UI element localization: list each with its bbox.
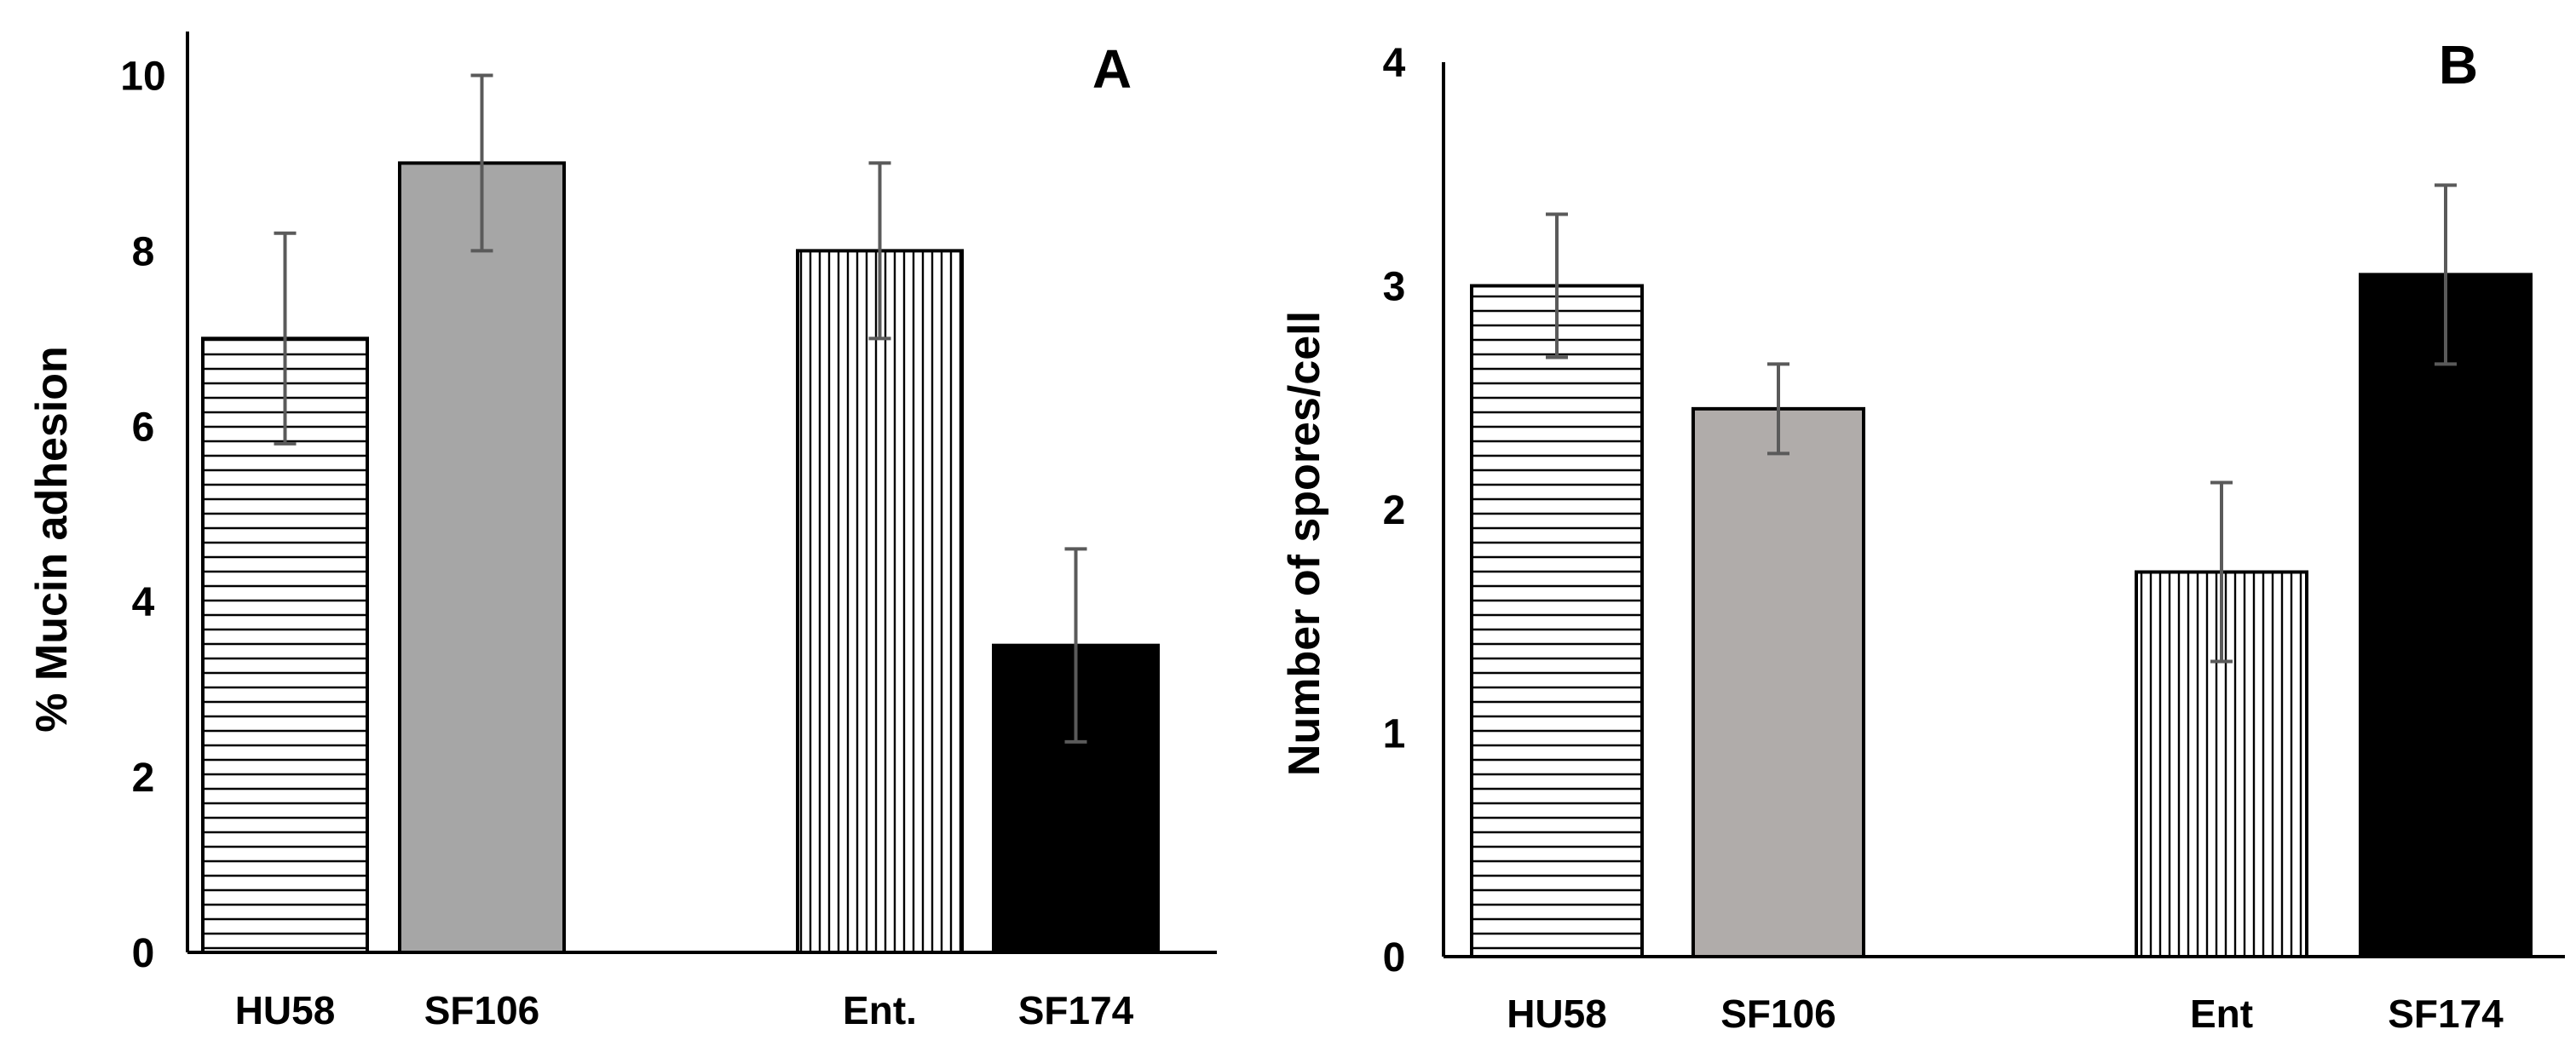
panel-b-category-label: SF106 — [1720, 992, 1836, 1036]
panel-b-category-label: Ent — [2190, 992, 2253, 1036]
panel-a-error-bar — [274, 231, 297, 446]
panel-a-bar-ent — [796, 249, 964, 954]
panel-a-category-label: SF174 — [1018, 988, 1134, 1032]
panel-b-y-tick-label: 2 — [1383, 488, 1406, 533]
panel-a-y-tick-label: 10 — [120, 54, 165, 99]
panel-b-y-tick-label: 0 — [1383, 935, 1406, 980]
panel-a-category-label: Ent. — [843, 988, 917, 1032]
panel-a-y-axis-title: % Mucin adhesion — [27, 346, 77, 733]
panel-a-y-tick-label: 6 — [132, 405, 155, 450]
chart-panel-b: B Number of spores/cell 0 1 2 3 4 HU58 SF106 En… — [1280, 34, 2565, 1036]
panel-b-y-tick-label: 3 — [1383, 265, 1406, 310]
panel-b-bar-sf106 — [1691, 406, 1865, 958]
panel-a-error-bar — [1064, 547, 1087, 744]
panel-b-y-axis-title: Number of spores/cell — [1280, 311, 1329, 776]
panel-b-category-label: HU58 — [1507, 992, 1607, 1036]
panel-b-y-tick-label: 4 — [1383, 41, 1406, 86]
panel-a-y-tick-label: 0 — [132, 931, 155, 976]
panel-a-category-label: HU58 — [235, 988, 336, 1032]
panel-a-y-tick-label: 2 — [132, 756, 155, 801]
panel-b-bar-sf174 — [2359, 273, 2533, 958]
panel-a-y-tick-label: 8 — [132, 229, 155, 274]
panel-b-y-tick-label: 1 — [1383, 712, 1406, 757]
chart-panel-a: A % Mucin adhesion 0 2 4 6 8 10 HU58 SF106 Ent. S… — [27, 32, 1217, 1032]
panel-b-error-bar — [1546, 212, 1568, 359]
panel-b-letter: B — [2439, 34, 2478, 95]
panel-a-bar-sf106 — [398, 161, 566, 954]
panel-b-category-label: SF174 — [2388, 992, 2504, 1036]
panel-b-error-bar — [2210, 480, 2233, 664]
panel-b-bar-hu58 — [1470, 284, 1644, 958]
panel-a-category-label: SF106 — [424, 988, 540, 1032]
panel-a-letter: A — [1092, 38, 1132, 100]
panel-b-error-bar — [2435, 183, 2457, 366]
panel-a-error-bar — [470, 73, 493, 253]
panel-a-y-tick-label: 4 — [132, 580, 155, 625]
panel-a-error-bar — [868, 161, 891, 341]
panel-b-error-bar — [1767, 362, 1789, 456]
